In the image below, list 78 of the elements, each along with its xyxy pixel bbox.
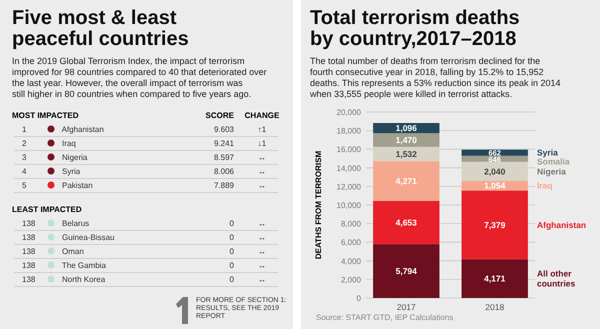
data-label: 5,794 — [396, 266, 418, 276]
data-label: 1,470 — [396, 135, 418, 146]
source-note: Source: START GTD, IEP Calculations — [316, 313, 454, 322]
data-label: 8.006 — [214, 167, 235, 176]
series-label: All other countries — [537, 268, 576, 289]
series-label: Iraq — [537, 180, 553, 191]
data-label: 0 — [230, 261, 235, 270]
y-axis-title: DEATHS FROM TERRORISM — [314, 150, 323, 260]
y-tick-label: 6,000 — [340, 238, 362, 248]
chart-subtitle: The total number of deaths from terrorism declined for the fourth consecutive year in 2018, falling by 15.2% to 15,952 deaths. This represents a 53% reduction since its peak in 2014 when 33,555 people were killed in terrorist attacks. — [309, 56, 560, 99]
y-tick-label: 4,000 — [340, 256, 362, 266]
text: 5 Pakistan — [22, 181, 93, 190]
data-label: 4,653 — [396, 217, 418, 228]
text: In the 2019 Global Terrorism Index, the impact of terrorism improved for 98 countries compared to 40 that deteriorated over the last year. However, the overall impact of terrorism was still higher in 80 countries when compared to five years ago. — [12, 56, 267, 99]
text: Five most & least peaceful countries — [12, 7, 189, 50]
text: 138 Belarus — [22, 219, 90, 228]
y-tick-label: 0 — [356, 294, 362, 303]
text: ↔ — [258, 167, 266, 176]
data-label: 9.603 — [214, 125, 235, 134]
y-tick-label: 20,000 — [336, 108, 362, 117]
text: 2 Iraq — [22, 139, 76, 148]
text: ↔ — [258, 153, 266, 162]
text: ↑1 — [258, 125, 266, 134]
y-tick-label: 16,000 — [336, 145, 362, 154]
bar — [373, 200, 440, 244]
text: ↔ — [258, 275, 266, 284]
data-label: 2,040 — [484, 166, 506, 176]
text: 138 The Gambia — [22, 261, 106, 270]
text: ↔ — [258, 219, 266, 228]
data-label: 4,271 — [396, 176, 418, 186]
text: ↔ — [258, 233, 266, 242]
series-label: Afghanistan — [537, 220, 586, 230]
data-label: 0 — [230, 219, 235, 228]
chart-title: Total terrorism deaths by country,2017–2018 — [310, 7, 520, 50]
bar — [462, 259, 528, 298]
data-label: 0 — [230, 275, 235, 284]
series-label: Nigeria — [537, 166, 566, 176]
text: 4 Syria — [22, 167, 80, 176]
bar — [462, 190, 528, 260]
bar — [373, 133, 440, 147]
bar — [462, 150, 528, 156]
text: 3 Nigeria — [22, 153, 88, 162]
bar — [462, 162, 528, 181]
bar — [373, 161, 440, 201]
series-label: Somalia — [537, 156, 570, 167]
text: 138 Guinea-Bissau — [22, 233, 114, 242]
data-label: 1,532 — [396, 149, 418, 159]
text: 138 North Korea — [22, 275, 106, 284]
text: ↔ — [258, 181, 266, 190]
bar — [373, 146, 440, 162]
y-tick-label: 2,000 — [340, 275, 362, 284]
data-label: 0 — [230, 247, 235, 256]
bar — [373, 244, 440, 298]
text: CHANGE — [244, 111, 280, 120]
x-tick-label: 2018 — [485, 302, 504, 312]
data-label: 1,096 — [396, 123, 418, 134]
text: LEAST IMPACTED — [12, 205, 82, 214]
text: SCORE — [206, 111, 235, 120]
data-label: 8.597 — [214, 153, 235, 162]
data-label: 1,054 — [484, 180, 506, 191]
text: ↔ — [258, 247, 266, 256]
y-tick-label: 10,000 — [336, 201, 362, 210]
data-label: 4,171 — [484, 274, 506, 284]
y-tick-label: 18,000 — [336, 126, 362, 136]
data-label: 0 — [230, 233, 235, 242]
series-label: Syria — [537, 148, 558, 158]
data-label: 7.889 — [214, 181, 235, 190]
data-label: 9.241 — [214, 139, 235, 148]
text: MOST IMPACTED — [12, 111, 79, 120]
text: ↔ — [258, 261, 266, 270]
text: ↓1 — [258, 139, 266, 148]
x-tick-label: 2017 — [396, 302, 416, 312]
y-tick-label: 12,000 — [336, 182, 362, 192]
y-tick-label: 14,000 — [336, 164, 362, 173]
text: 138 Oman — [22, 247, 84, 256]
text: 1 Afghanistan — [22, 125, 104, 134]
data-label: 7,379 — [484, 220, 506, 230]
y-tick-label: 8,000 — [340, 220, 362, 229]
